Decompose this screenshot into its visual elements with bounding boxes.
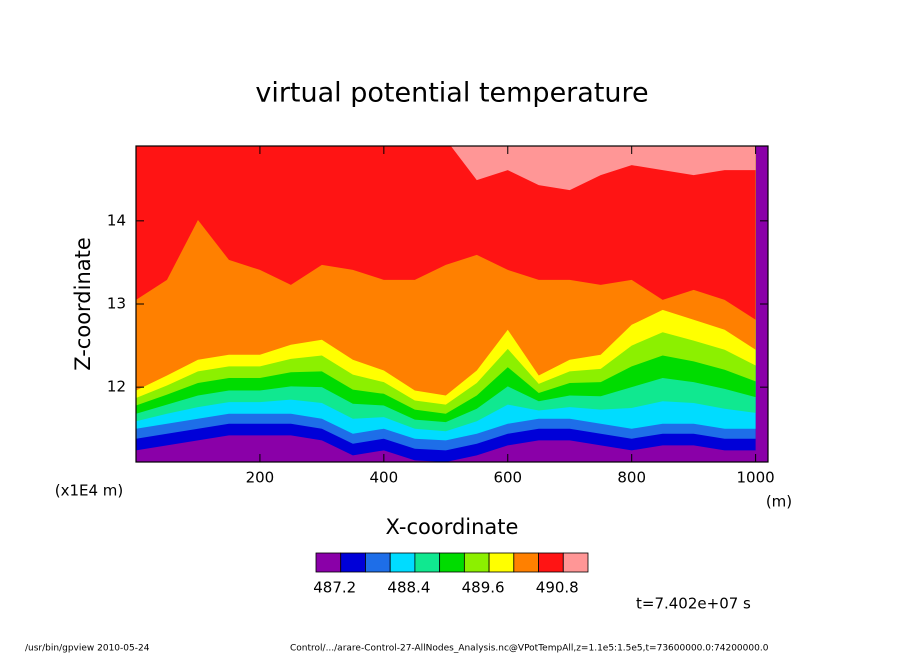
- chart-title: virtual potential temperature: [255, 78, 648, 109]
- colorbar-box: [340, 552, 366, 573]
- contour-field: [136, 146, 768, 462]
- footer-right: Control/.../arare-Control-27-AllNodes_An…: [290, 644, 769, 654]
- colorbar-box: [365, 552, 391, 573]
- colorbar-box: [463, 552, 490, 573]
- footer-left: /usr/bin/gpview 2010-05-24: [25, 644, 150, 654]
- y-unit-label: (x1E4 m): [55, 482, 124, 500]
- colorbar-box: [414, 552, 441, 573]
- y-tick-label: 13: [107, 295, 126, 313]
- colorbar-box: [389, 552, 416, 573]
- x-tick-label: 600: [493, 469, 522, 487]
- colorbar-label: 487.2: [313, 579, 356, 597]
- colorbar-box: [488, 552, 515, 573]
- colorbar-label: 489.6: [462, 579, 505, 597]
- x-tick-label: 800: [617, 469, 646, 487]
- y-axis-label: Z-coordinate: [71, 237, 95, 371]
- y-tick-label: 14: [107, 211, 126, 229]
- colorbar-box: [562, 552, 589, 573]
- time-label: t=7.402e+07 s: [636, 595, 751, 613]
- colorbar-box: [439, 552, 465, 573]
- x-axis-label: X-coordinate: [386, 515, 519, 539]
- y-tick-label: 12: [107, 378, 126, 396]
- x-unit-label: (m): [766, 493, 792, 511]
- colorbar-box: [513, 552, 539, 573]
- colorbar-box: [538, 552, 564, 573]
- x-tick-label: 200: [246, 469, 275, 487]
- colorbar-label: 488.4: [387, 579, 430, 597]
- contour-band: [136, 146, 756, 320]
- x-tick-label: 400: [370, 469, 399, 487]
- colorbar-box: [315, 552, 342, 573]
- contour-band: [450, 146, 756, 191]
- colorbar-label: 490.8: [536, 579, 579, 597]
- x-tick-label: 1000: [737, 469, 775, 487]
